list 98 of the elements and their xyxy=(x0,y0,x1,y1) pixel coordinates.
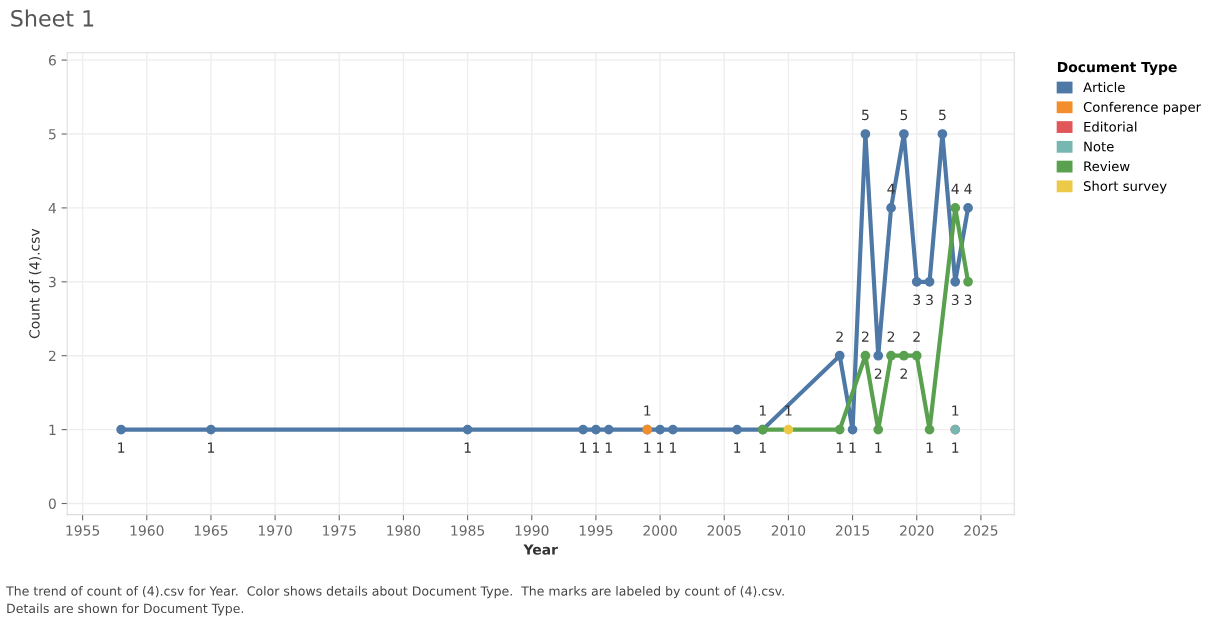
y-tick-label: 2 xyxy=(48,350,56,361)
text: Details are shown for Document Type. xyxy=(7,603,244,616)
point xyxy=(963,276,973,287)
x-tick-label: 1985 xyxy=(451,525,485,536)
text: The trend of count of (4).csv for Year. Color shows details about Document Type. The marks are labeled by count of (4).csv. xyxy=(6,586,784,599)
data-label: 1 xyxy=(657,442,664,453)
data-label: 3 xyxy=(964,294,972,306)
data-label: 3 xyxy=(926,294,933,306)
x-tick-label: 1975 xyxy=(323,525,356,536)
legend-title: Document Type xyxy=(1057,61,1177,76)
point xyxy=(963,203,973,213)
x-tick-label: 1990 xyxy=(515,525,549,536)
point xyxy=(834,424,845,435)
point xyxy=(899,129,909,139)
y-tick-label: 6 xyxy=(48,55,56,66)
point xyxy=(911,276,922,287)
y-tick-label: 4 xyxy=(48,203,57,214)
x-tick-label: 1995 xyxy=(579,525,613,536)
data-label: 5 xyxy=(862,109,869,121)
point xyxy=(886,203,896,213)
point xyxy=(873,350,884,361)
point xyxy=(873,424,884,435)
point xyxy=(886,350,896,361)
data-label: 1 xyxy=(208,442,215,453)
point xyxy=(578,424,588,435)
point xyxy=(924,424,935,435)
y-axis-title: Count of (4).csv xyxy=(28,228,42,339)
legend-label: Conference paper xyxy=(1083,101,1202,115)
data-label: 1 xyxy=(734,442,741,453)
x-axis-title: Year xyxy=(523,544,558,555)
y-tick-label: 5 xyxy=(49,129,56,140)
x-tick-label: 2025 xyxy=(964,525,998,536)
legend-label: Editorial xyxy=(1084,121,1137,132)
data-label: 2 xyxy=(836,331,843,342)
data-label: 4 xyxy=(964,183,972,194)
data-label: 3 xyxy=(913,294,921,306)
y-tick-label: 3 xyxy=(49,276,56,288)
x-tick-label: 1970 xyxy=(258,525,292,536)
data-label: 1 xyxy=(952,405,959,416)
data-label: 2 xyxy=(874,368,882,379)
data-label: 1 xyxy=(759,442,766,453)
legend-label: Article xyxy=(1083,82,1125,93)
data-label: 1 xyxy=(580,442,587,453)
x-tick-label: 1965 xyxy=(194,525,228,536)
data-label: 1 xyxy=(875,442,882,453)
data-label: 1 xyxy=(952,442,959,453)
x-tick-label: 1960 xyxy=(130,525,164,536)
y-tick-label: 1 xyxy=(49,424,56,435)
data-label: 1 xyxy=(785,405,792,416)
data-label: 1 xyxy=(118,442,125,453)
data-label: 5 xyxy=(939,109,946,121)
legend-label: Short survey xyxy=(1083,180,1167,194)
data-label: 4 xyxy=(951,183,959,194)
x-tick-label: 2020 xyxy=(900,525,934,536)
data-label: 2 xyxy=(887,331,895,342)
point xyxy=(591,424,601,435)
chart-title: Sheet 1 xyxy=(11,9,94,27)
data-label: 1 xyxy=(605,442,612,453)
legend-label: Note xyxy=(1084,141,1114,152)
data-label: 2 xyxy=(913,331,920,342)
point xyxy=(847,424,858,435)
data-label: 1 xyxy=(464,442,471,453)
y-tick-label: 0 xyxy=(48,498,56,509)
data-label: 5 xyxy=(900,109,908,121)
point xyxy=(899,350,909,361)
data-label: 2 xyxy=(900,368,907,379)
point xyxy=(655,424,665,435)
data-label: 1 xyxy=(759,405,766,416)
point xyxy=(911,350,922,361)
point xyxy=(462,424,473,435)
data-label: 3 xyxy=(951,294,959,306)
x-tick-label: 1980 xyxy=(387,525,421,536)
data-label: 1 xyxy=(849,442,856,453)
data-label: 1 xyxy=(644,405,651,416)
point xyxy=(860,350,871,361)
legend-label: Review xyxy=(1084,161,1130,172)
point xyxy=(950,276,961,287)
data-label: 1 xyxy=(644,442,651,453)
data-label: 1 xyxy=(670,442,677,453)
x-tick-label: 2015 xyxy=(835,525,870,536)
point xyxy=(116,424,126,435)
point xyxy=(206,424,216,435)
point xyxy=(937,129,948,139)
x-tick-label: 2005 xyxy=(707,525,741,536)
point xyxy=(924,276,935,287)
point xyxy=(603,424,614,435)
point xyxy=(834,350,845,361)
point xyxy=(950,203,961,213)
data-label: 1 xyxy=(926,442,933,453)
data-label: 2 xyxy=(862,331,869,342)
point xyxy=(732,424,742,435)
x-tick-label: 2010 xyxy=(771,525,806,536)
x-tick-label: 1955 xyxy=(66,525,100,536)
point xyxy=(860,129,871,139)
data-label: 1 xyxy=(836,442,843,453)
data-label: 1 xyxy=(593,442,600,453)
x-tick-label: 2000 xyxy=(643,525,677,536)
point xyxy=(668,424,678,435)
